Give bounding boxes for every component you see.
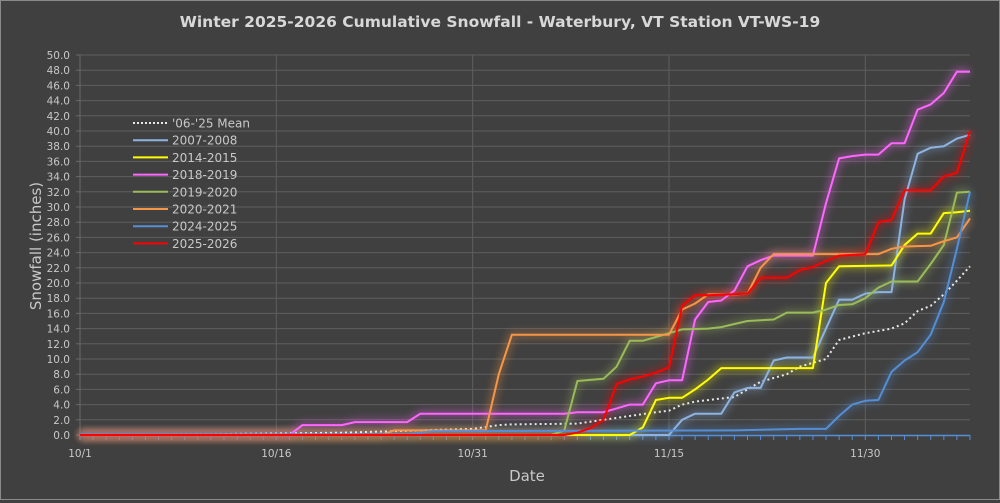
y-tick-label: 42.0 bbox=[47, 111, 70, 123]
series-line-2018-2019 bbox=[80, 70, 970, 436]
series-line-2019-2020 bbox=[80, 190, 971, 436]
y-tick-label: 4.0 bbox=[53, 400, 70, 412]
series-lines bbox=[79, 70, 971, 436]
x-tick-label: 10/16 bbox=[261, 448, 292, 460]
legend-label: 2020-2021 bbox=[172, 203, 237, 217]
y-tick-label: 22.0 bbox=[47, 263, 70, 275]
y-tick-label: 10.0 bbox=[47, 354, 70, 366]
y-tick-label: 28.0 bbox=[47, 217, 70, 229]
y-axis-ticks: 0.0 2.0 4.0 6.0 8.0 10.0 12.0 14.0 16.0 18.0 20.0 2… bbox=[47, 50, 81, 442]
x-axis-ticks: 10/1 10/16 10/31 11/15 11/30 bbox=[68, 434, 971, 460]
y-tick-label: 44.0 bbox=[47, 96, 70, 108]
y-tick-label: 48.0 bbox=[47, 65, 70, 77]
x-axis-label: Date bbox=[509, 467, 545, 485]
legend-label: 2018-2019 bbox=[172, 168, 237, 182]
y-tick-label: 30.0 bbox=[47, 202, 70, 214]
y-tick-label: 20.0 bbox=[47, 278, 70, 290]
y-tick-label: 12.0 bbox=[47, 339, 70, 351]
y-tick-label: 6.0 bbox=[53, 384, 70, 396]
legend-label: 2019-2020 bbox=[172, 185, 237, 199]
x-tick-label: 11/15 bbox=[654, 448, 684, 460]
y-axis-label: Snowfall (inches) bbox=[27, 182, 45, 310]
y-tick-label: 2.0 bbox=[53, 415, 70, 427]
y-tick-label: 50.0 bbox=[47, 50, 70, 62]
legend-label: 2025-2026 bbox=[172, 237, 237, 251]
series-line-2014-2015 bbox=[80, 209, 971, 436]
y-tick-label: 32.0 bbox=[47, 187, 70, 199]
legend: '06-'25 Mean 2007-2008 2014-2015 2018-2019 2… bbox=[133, 117, 250, 251]
y-tick-label: 26.0 bbox=[47, 232, 70, 244]
y-tick-label: 16.0 bbox=[47, 308, 70, 320]
x-tick-label: 11/30 bbox=[850, 448, 880, 460]
legend-label: 2024-2025 bbox=[172, 220, 237, 234]
y-tick-label: 24.0 bbox=[47, 248, 70, 260]
y-tick-label: 0.0 bbox=[53, 430, 70, 442]
series-line-2024-2025 bbox=[80, 191, 971, 436]
y-tick-label: 14.0 bbox=[47, 324, 70, 336]
series-line-2025-2026 bbox=[80, 130, 971, 436]
series-line--06-25-mean bbox=[79, 265, 971, 436]
x-tick-label: 10/31 bbox=[458, 448, 488, 460]
legend-label: 2007-2008 bbox=[172, 134, 237, 148]
y-tick-label: 38.0 bbox=[47, 141, 70, 153]
legend-label: 2014-2015 bbox=[172, 151, 237, 165]
y-tick-label: 18.0 bbox=[47, 293, 70, 305]
y-tick-label: 46.0 bbox=[47, 80, 70, 92]
y-tick-label: 36.0 bbox=[47, 156, 70, 168]
y-tick-label: 8.0 bbox=[53, 369, 70, 381]
chart-title: Winter 2025-2026 Cumulative Snowfall - W… bbox=[180, 13, 820, 31]
series-line-2007-2008 bbox=[80, 133, 971, 436]
legend-label: '06-'25 Mean bbox=[172, 117, 250, 131]
y-tick-label: 40.0 bbox=[47, 126, 70, 138]
y-tick-label: 34.0 bbox=[47, 172, 70, 184]
x-tick-label: 10/1 bbox=[68, 448, 92, 460]
